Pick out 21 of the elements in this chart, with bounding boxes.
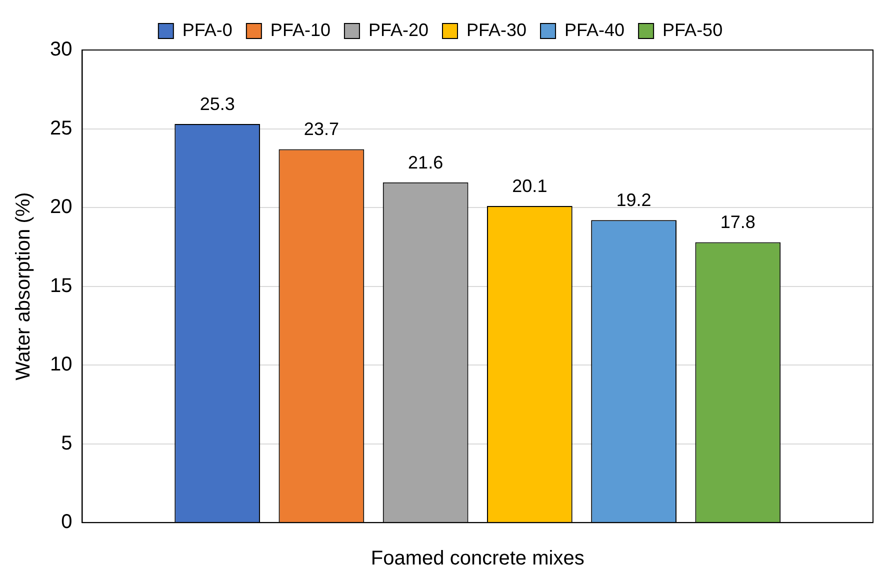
data-label: 19.2 (616, 190, 652, 210)
legend-label: PFA-0 (182, 20, 232, 40)
y-tick-label: 30 (50, 38, 72, 61)
y-tick-label: 25 (50, 117, 72, 140)
data-label: 17.8 (720, 212, 756, 232)
data-label: 21.6 (408, 152, 444, 172)
y-tick-label: 20 (50, 196, 72, 218)
y-tick-label: 5 (61, 432, 72, 454)
data-label: 25.3 (200, 94, 235, 114)
y-axis-title: Water absorption (%) (12, 192, 35, 380)
legend-label: PFA-50 (662, 20, 723, 40)
data-label: 23.7 (304, 119, 339, 140)
legend-label: PFA-40 (564, 20, 625, 40)
y-tick-label: 15 (50, 274, 72, 297)
x-axis-title: Foamed concrete mixes (370, 548, 584, 570)
data-label: 20.1 (512, 176, 548, 196)
y-tick-label: 10 (50, 354, 72, 376)
legend-label: PFA-30 (466, 20, 527, 40)
legend-label: PFA-10 (270, 20, 330, 40)
legend-label: PFA-20 (368, 20, 428, 40)
y-tick-label: 0 (61, 511, 72, 534)
